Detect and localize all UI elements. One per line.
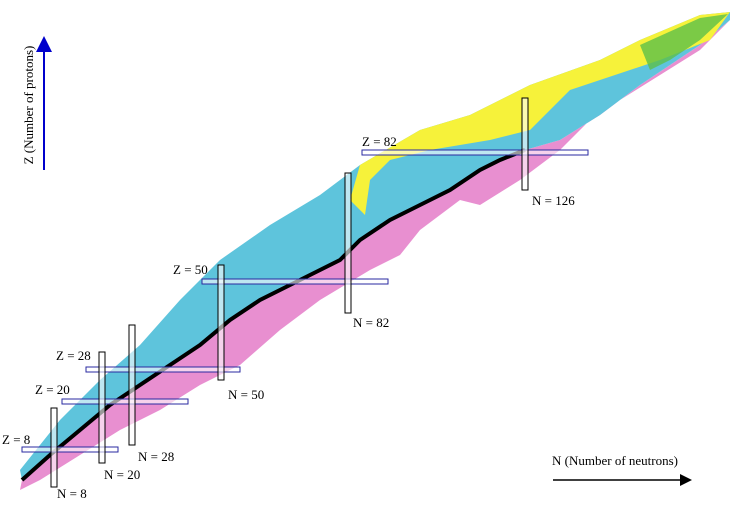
z-magic-bar — [85, 366, 241, 373]
n-magic-bar — [521, 97, 529, 191]
magic-labels: Z = 8 Z = 20 Z = 28 Z = 50 Z = 82 N = 8 … — [2, 134, 575, 501]
z-magic-label: Z = 82 — [362, 134, 397, 149]
n-magic-bar — [50, 407, 58, 488]
n-magic-label: N = 28 — [138, 449, 174, 464]
n-magic-bar — [344, 172, 352, 314]
n-magic-label: N = 50 — [228, 387, 264, 402]
n-magic-label: N = 126 — [532, 193, 575, 208]
n-magic-label: N = 8 — [57, 486, 87, 501]
z-magic-label: Z = 8 — [2, 432, 30, 447]
n-magic-bar — [128, 324, 136, 446]
n-magic-bar — [217, 264, 225, 381]
z-magic-bar — [61, 398, 189, 405]
n-magic-label: N = 20 — [104, 467, 140, 482]
z-magic-bar — [21, 446, 119, 453]
n-magic-label: N = 82 — [353, 315, 389, 330]
z-magic-bar — [201, 278, 389, 285]
magic-markers — [21, 97, 589, 488]
x-axis-label: N (Number of neutrons) — [552, 453, 678, 468]
z-magic-bar — [361, 149, 589, 156]
n-magic-bar — [98, 351, 106, 464]
z-magic-label: Z = 28 — [56, 348, 91, 363]
axes: Z (Number of protons) N (Number of neutr… — [21, 36, 692, 486]
alpha-region — [350, 12, 730, 215]
nuclide-band — [20, 12, 730, 490]
y-axis-label: Z (Number of protons) — [21, 46, 36, 165]
proton-rich-region — [20, 12, 730, 480]
z-magic-label: Z = 20 — [35, 382, 70, 397]
z-magic-label: Z = 50 — [173, 262, 208, 277]
fission-region — [640, 14, 728, 70]
